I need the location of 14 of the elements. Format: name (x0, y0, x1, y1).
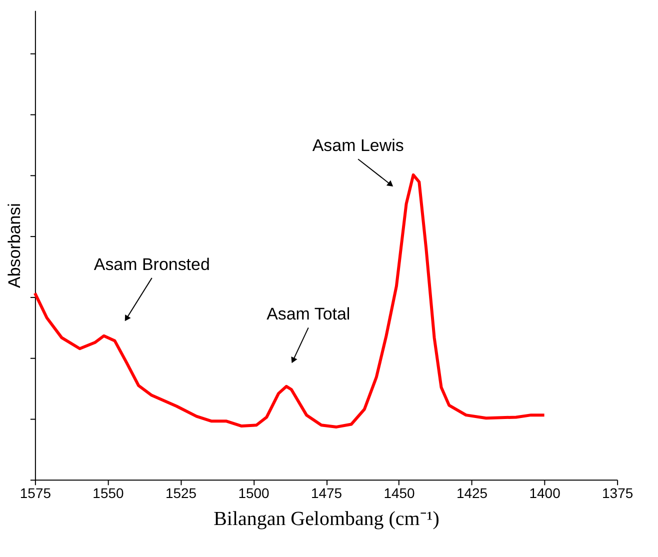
x-tick-label: 1500 (238, 485, 270, 502)
annotation: Asam Lewis (312, 136, 404, 156)
y-axis-title: Absorbansi (4, 203, 24, 288)
x-tick-label: 1400 (529, 485, 561, 502)
x-tick-label: 1475 (310, 485, 342, 502)
x-tick-label: 1425 (456, 485, 488, 502)
annotation: Asam Bronsted (94, 254, 210, 274)
x-axis-title: Bilangan Gelombang (cm⁻¹) (214, 508, 440, 530)
x-tick-label: 1550 (92, 485, 124, 502)
x-tick-label: 1375 (602, 485, 634, 502)
x-tick-label: 1575 (20, 485, 52, 502)
x-tick-label: 1525 (165, 485, 197, 502)
annotation: Asam Total (266, 304, 350, 324)
x-tick-label: 1450 (384, 485, 416, 502)
